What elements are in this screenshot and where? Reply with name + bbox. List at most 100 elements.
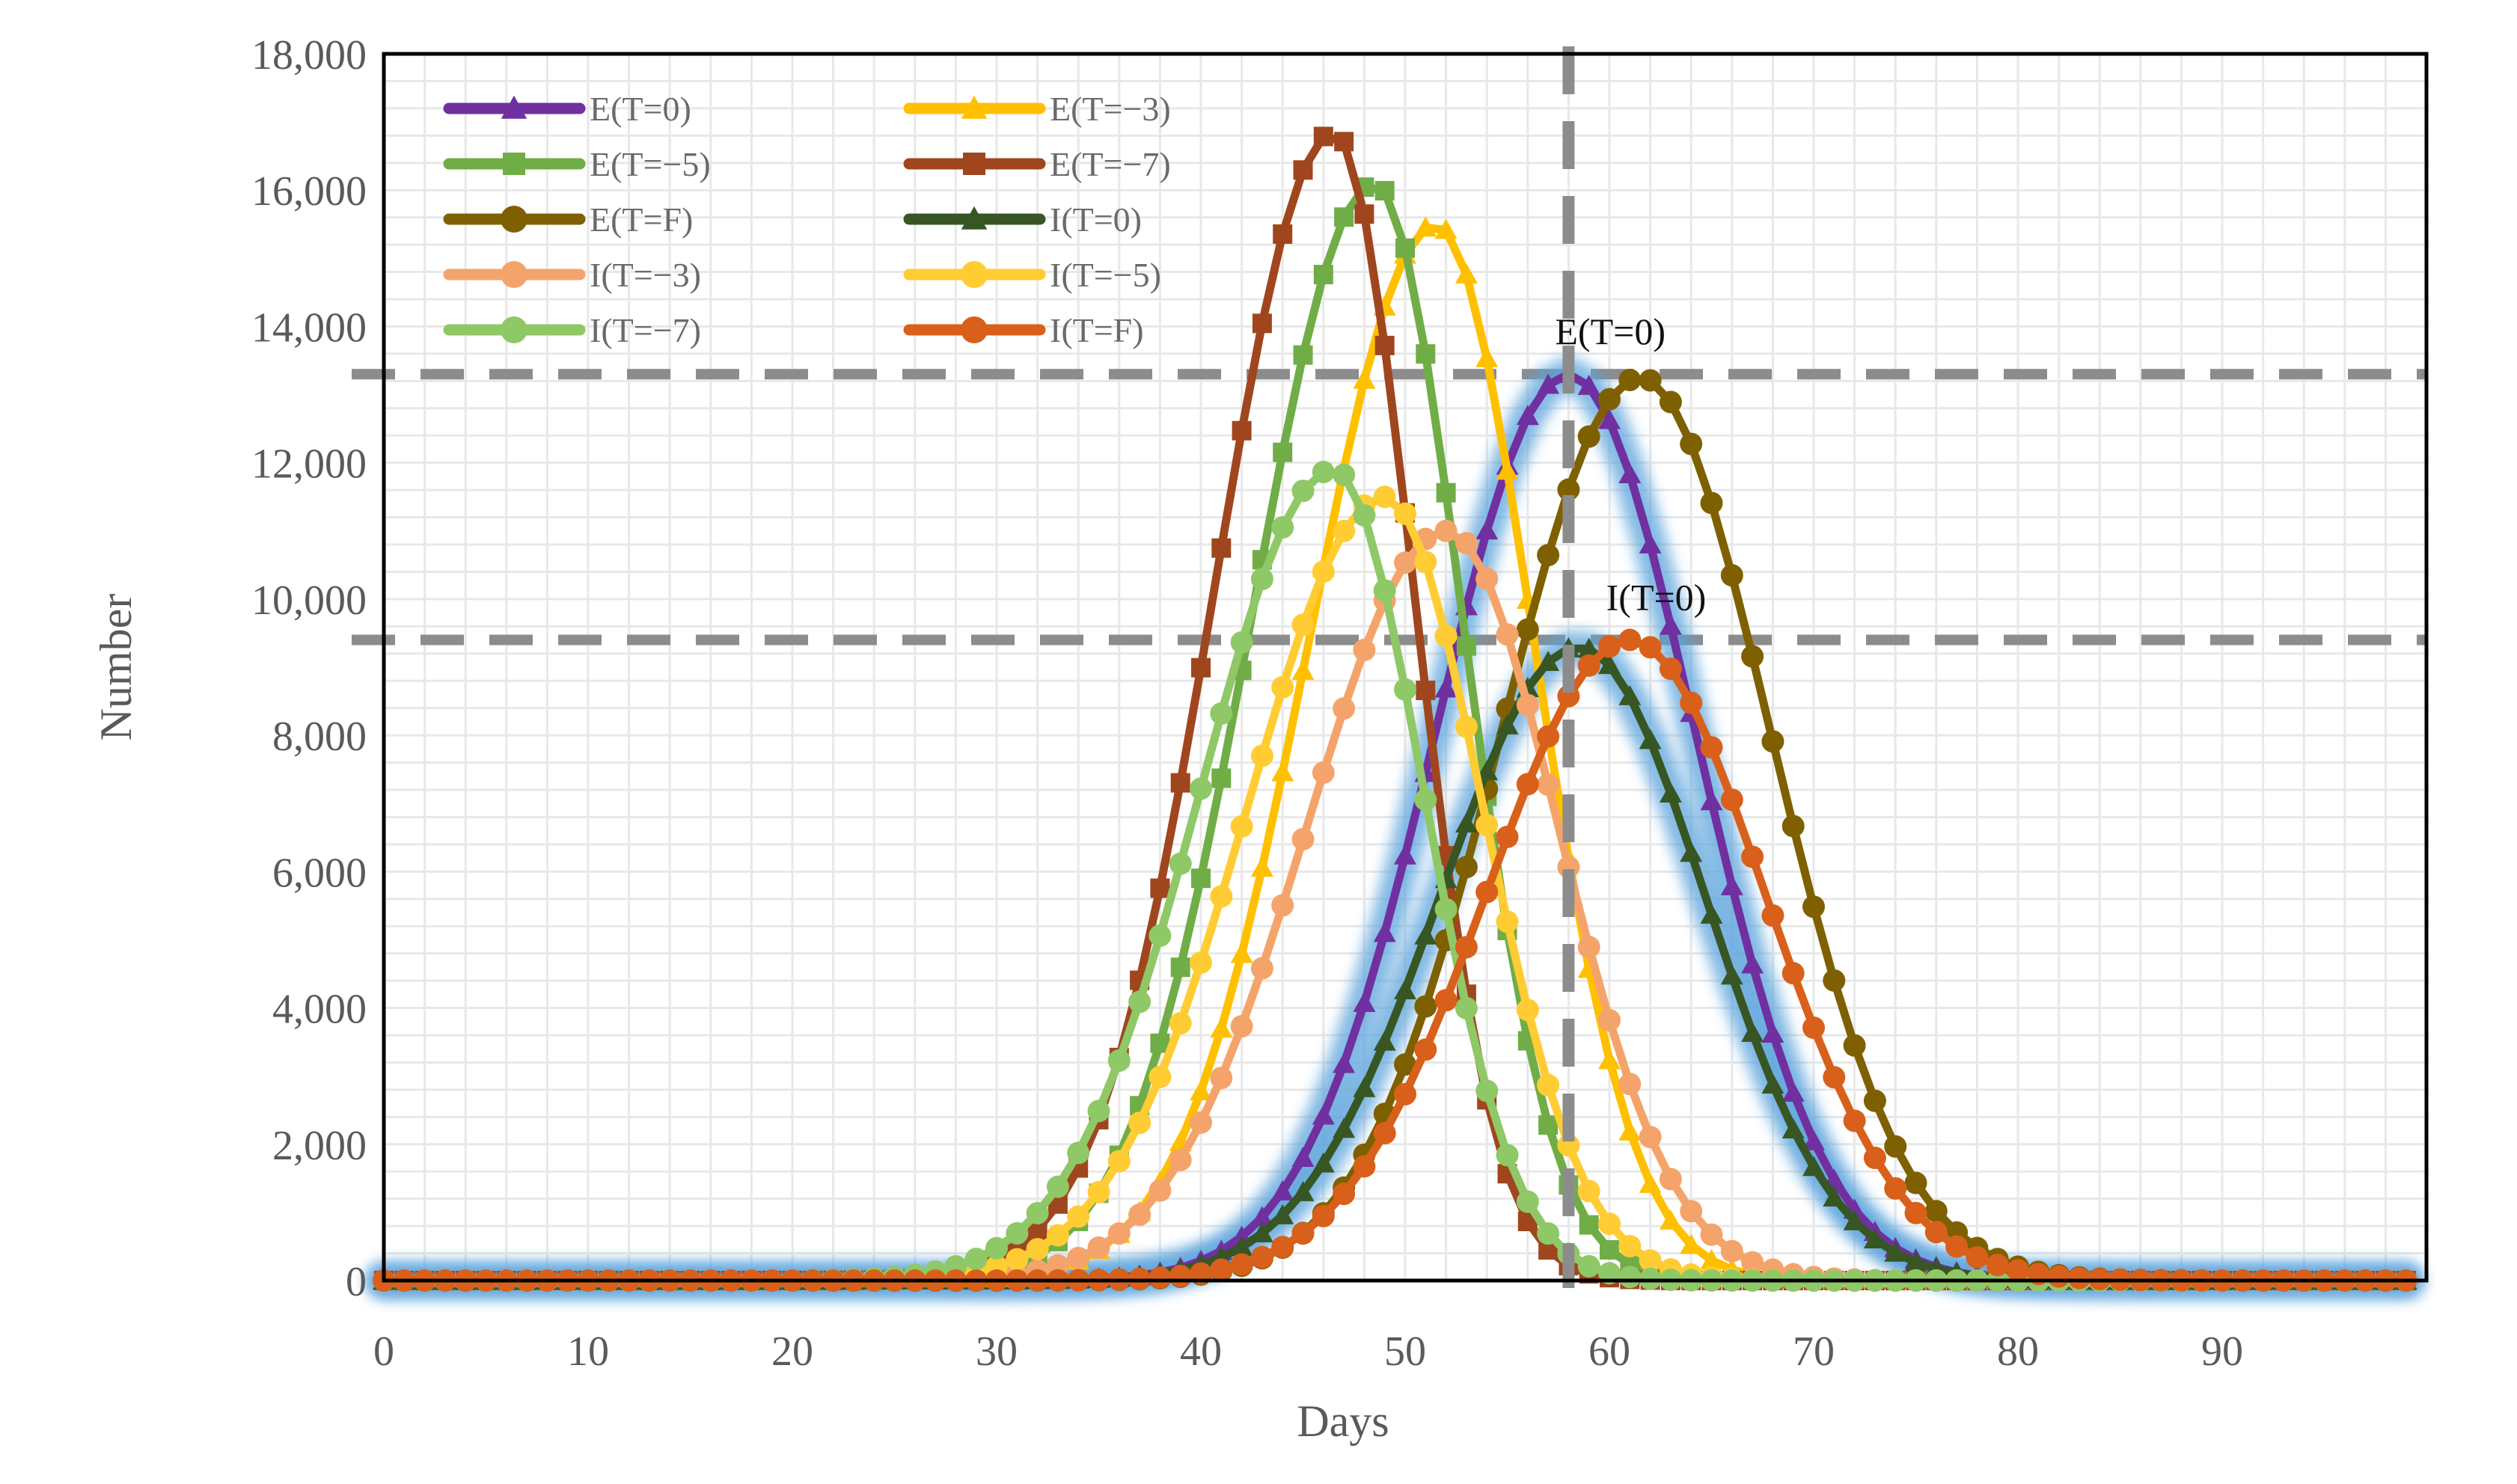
data-point-E(T=0) (1700, 790, 1723, 811)
data-point-I(T=−5) (1577, 1180, 1600, 1203)
data-point-I(T=F) (1639, 636, 1662, 659)
data-point-I(T=F) (2007, 1259, 2029, 1282)
data-point-I(T=−7) (1455, 996, 1478, 1020)
data-point-E(T=F) (1516, 618, 1539, 641)
data-point-E(T=−7) (1170, 773, 1190, 793)
data-point-E(T=F) (1720, 564, 1743, 587)
data-point-I(T=−3) (1455, 532, 1478, 555)
data-point-E(T=F) (1700, 491, 1723, 515)
data-point-I(T=−5) (1230, 815, 1253, 838)
data-point-I(T=F) (1230, 1253, 1253, 1276)
data-point-I(T=0) (1680, 841, 1703, 862)
data-point-I(T=−5) (1333, 519, 1356, 542)
data-point-I(T=−5) (1250, 744, 1273, 767)
data-point-I(T=−7) (1210, 702, 1233, 726)
data-point-I(T=0) (1904, 1251, 1927, 1272)
legend-label: I(T=−7) (590, 311, 701, 349)
data-point-I(T=−5) (1475, 813, 1499, 836)
y-tick-label: 8,000 (272, 714, 367, 760)
data-point-E(T=−5) (1436, 482, 1456, 503)
data-point-E(T=0) (1333, 1052, 1356, 1073)
data-point-I(T=0) (1884, 1241, 1907, 1262)
data-point-E(T=−3) (1250, 856, 1273, 877)
legend-item-E(T=−3): E(T=−3) (903, 90, 1171, 128)
data-point-I(T=−7) (1250, 568, 1273, 591)
data-point-I(T=0) (1843, 1209, 1866, 1230)
data-point-I(T=F) (1373, 1121, 1396, 1144)
data-point-I(T=−7) (1291, 479, 1315, 503)
data-point-I(T=−5) (1516, 999, 1539, 1022)
legend-label: E(T=−3) (1050, 90, 1171, 128)
data-point-E(T=F) (1577, 425, 1600, 448)
data-point-E(T=0) (1394, 844, 1416, 865)
data-point-E(T=F) (501, 206, 527, 233)
data-point-I(T=F) (1904, 1201, 1927, 1224)
data-point-I(T=0) (1353, 1076, 1376, 1097)
data-point-E(T=−7) (1273, 224, 1293, 244)
legend-item-I(T=0): I(T=0) (903, 200, 1142, 239)
data-point-I(T=−3) (1210, 1067, 1233, 1090)
data-point-E(T=0) (1353, 991, 1376, 1012)
data-point-I(T=−5) (1210, 885, 1233, 908)
legend: E(T=0) E(T=−3) E(T=−5) E(T=−7) E(T=F) I(T=0) I… (443, 90, 1171, 349)
data-point-I(T=−5) (1026, 1238, 1049, 1261)
data-point-I(T=0) (1720, 964, 1743, 985)
data-point-E(T=F) (1639, 369, 1662, 392)
data-point-I(T=−7) (1149, 924, 1172, 947)
data-point-E(T=−5) (1170, 957, 1190, 978)
series-lines (373, 126, 2417, 1292)
data-point-I(T=0) (1312, 1152, 1335, 1173)
data-point-I(T=F) (1884, 1177, 1907, 1200)
data-point-I(T=F) (1455, 936, 1478, 959)
data-point-E(T=0) (1618, 463, 1642, 484)
data-point-I(T=F) (1618, 628, 1642, 651)
data-point-I(T=−3) (1496, 623, 1519, 646)
data-point-E(T=F) (1884, 1135, 1907, 1158)
data-point-I(T=F) (1516, 773, 1539, 796)
x-tick-label: 30 (976, 1328, 1018, 1375)
data-point-E(T=−3) (1639, 1172, 1662, 1193)
data-point-I(T=−3) (1107, 1222, 1131, 1245)
legend-item-E(T=−7): E(T=−7) (903, 145, 1171, 183)
data-point-I(T=F) (1945, 1235, 1969, 1258)
data-point-I(T=0) (961, 206, 988, 230)
data-point-I(T=−3) (1394, 551, 1416, 574)
data-point-E(T=0) (1373, 922, 1396, 942)
data-point-I(T=0) (1802, 1156, 1825, 1177)
data-point-E(T=F) (1414, 995, 1437, 1018)
data-point-E(T=−3) (1455, 263, 1478, 284)
data-point-I(T=−5) (1087, 1180, 1110, 1204)
data-point-E(T=0) (1659, 614, 1682, 635)
data-point-I(T=−3) (1291, 827, 1315, 850)
data-point-E(T=0) (1761, 1022, 1784, 1043)
data-point-I(T=−7) (1353, 503, 1376, 527)
data-point-I(T=−3) (1333, 697, 1356, 720)
data-point-I(T=−5) (1190, 951, 1212, 974)
data-point-I(T=−7) (1006, 1221, 1029, 1245)
data-point-I(T=0) (1639, 729, 1662, 749)
data-point-E(T=−7) (1293, 160, 1313, 180)
data-point-I(T=−7) (501, 316, 527, 343)
data-point-I(T=−5) (1618, 1234, 1642, 1257)
data-point-I(T=−3) (1639, 1126, 1662, 1149)
x-tick-label: 90 (2201, 1328, 2243, 1375)
data-point-I(T=−3) (1230, 1015, 1253, 1038)
data-point-E(T=−7) (1354, 204, 1374, 224)
data-point-I(T=−7) (1618, 1266, 1642, 1289)
data-point-I(T=0) (1250, 1221, 1273, 1242)
legend-label: E(T=−5) (590, 145, 711, 183)
data-point-I(T=−3) (1434, 519, 1458, 542)
legend-label: I(T=−3) (590, 256, 701, 294)
data-point-I(T=F) (1537, 725, 1560, 748)
data-point-I(T=F) (2047, 1265, 2070, 1288)
data-point-E(T=−3) (1291, 659, 1315, 680)
legend-item-I(T=−7): I(T=−7) (443, 311, 701, 349)
data-point-I(T=−5) (1434, 625, 1458, 648)
data-point-I(T=−5) (1067, 1205, 1090, 1228)
data-point-E(T=−3) (1700, 1248, 1723, 1269)
data-point-E(T=F) (1618, 369, 1642, 392)
data-point-I(T=−5) (1373, 485, 1396, 509)
data-point-I(T=−7) (1046, 1175, 1069, 1198)
data-point-I(T=F) (1394, 1082, 1416, 1106)
data-point-I(T=F) (1823, 1066, 1846, 1089)
